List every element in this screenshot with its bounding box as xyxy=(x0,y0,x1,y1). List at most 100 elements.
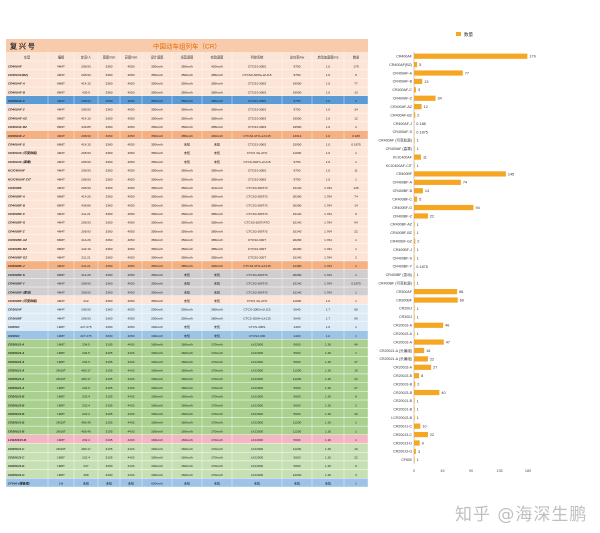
data-label: 0.188 xyxy=(416,122,426,126)
bar xyxy=(414,230,415,236)
table-cell: 208.93 xyxy=(81,290,91,294)
table-cell: 250km/h xyxy=(151,316,163,320)
table-cell: 350km/h xyxy=(151,64,163,68)
table-cell: 1 xyxy=(355,325,357,329)
table-cell-model: CR400BF-A xyxy=(8,195,26,199)
bar xyxy=(414,146,415,152)
table-cell: 160km/h xyxy=(151,455,163,459)
data-label: 69 xyxy=(460,298,464,302)
table-cell: LKJ2000 xyxy=(251,473,263,477)
table-cell: 4050 xyxy=(128,169,135,173)
table-cell: 160km/h xyxy=(151,412,163,416)
data-label: 3 xyxy=(418,450,420,454)
table-cell: 3360 xyxy=(106,290,113,294)
data-label: 13 xyxy=(424,80,428,84)
table-cell: 160km/h xyxy=(151,473,163,477)
category-label: CR200J1-A (长编组) xyxy=(379,348,412,353)
table-cell: 160km/h xyxy=(151,334,163,338)
table-cell-model: CR400BF xyxy=(8,186,22,190)
bar xyxy=(414,154,421,160)
bar xyxy=(414,364,432,370)
table-cell: 350km/h xyxy=(151,195,163,199)
table-cell: 3360 xyxy=(106,90,113,94)
table-cell: 350km/h xyxy=(151,125,163,129)
data-label: 1 xyxy=(417,408,419,412)
table-cell: 3360 xyxy=(106,308,113,312)
table-cell: 2M16T xyxy=(56,447,66,451)
table-cell: 1.7 xyxy=(326,308,331,312)
table-cell: 4050 xyxy=(128,99,135,103)
table-cell: 160km/h xyxy=(151,447,163,451)
table-cell: 414.15 xyxy=(81,143,91,147)
bar xyxy=(414,272,415,278)
data-label: 1 xyxy=(417,231,419,235)
table-cell: 385km/h xyxy=(211,203,223,207)
table-cell: 22 xyxy=(354,455,358,459)
table-cell: 232.4 xyxy=(82,403,90,407)
data-label: 1 xyxy=(417,248,419,252)
table-cell: CTCS-3083+LKJ15 xyxy=(244,308,271,312)
category-label: CR400BF-G xyxy=(392,206,412,210)
table-cell: 34 xyxy=(354,108,358,112)
data-label: 1 xyxy=(417,332,419,336)
table-cell: 3360 xyxy=(106,151,113,155)
table-cell: 250km/h xyxy=(181,308,193,312)
table-cell: CTCS3-300S xyxy=(248,116,266,120)
data-label: 1 xyxy=(417,139,419,143)
table-cell: 4M4T xyxy=(57,73,65,77)
bar xyxy=(414,221,415,227)
table-cell: 420km/h xyxy=(211,64,223,68)
table-cell: 211.21 xyxy=(81,256,91,260)
bar xyxy=(414,255,415,261)
category-label: CR300J xyxy=(399,315,412,319)
category-label: CR400AF-BZ xyxy=(390,113,412,117)
table-cell: 1.764 xyxy=(324,212,332,216)
table-cell: 4M4T xyxy=(57,99,65,103)
category-label: CR400BF-A xyxy=(393,181,413,185)
table-cell: 1 xyxy=(355,290,357,294)
bar xyxy=(414,457,415,463)
table-cell-model: CR300AF xyxy=(8,308,22,312)
table-cell: 1.0 xyxy=(326,64,331,68)
table-cell: 350km/h xyxy=(151,290,163,294)
table-cell: 160km/h xyxy=(151,395,163,399)
table-cell: 350km/h xyxy=(151,273,163,277)
data-label: 77 xyxy=(465,71,469,75)
table-cell: 4050 xyxy=(128,290,135,294)
table-cell: 1.764 xyxy=(324,256,332,260)
category-label: CR400BF-Y xyxy=(393,265,413,269)
table-cell: 1.26 xyxy=(325,360,331,364)
table-cell: 1 xyxy=(355,247,357,251)
table-cell: 3105 xyxy=(106,421,113,425)
table-cell: 4433 xyxy=(128,351,135,355)
table-cell: 414.15 xyxy=(81,116,91,120)
category-label: CR400BF-Z xyxy=(393,214,413,218)
table-cell: 350km/h xyxy=(181,116,193,120)
table-cell: 1M8T xyxy=(57,360,65,364)
table-cell: 4M4T xyxy=(57,64,65,68)
table-cell: 3360 xyxy=(106,134,113,138)
table-cell: 1 xyxy=(355,273,357,277)
table-cell: 160km/h xyxy=(181,377,193,381)
table-cell: 350km/h xyxy=(151,186,163,190)
table-cell: 1 xyxy=(355,421,357,425)
table-cell-model: CR400BF-C xyxy=(8,212,26,216)
table-cell: 20280 xyxy=(293,203,302,207)
table-cell: 未知 xyxy=(83,481,89,486)
table-cell: 4433 xyxy=(128,395,135,399)
table-cell: 1.26 xyxy=(325,351,331,355)
table-cell: 350km/h xyxy=(151,108,163,112)
table-cell: CTCS3-300S xyxy=(248,90,266,94)
table-cell: 8M8T xyxy=(57,273,65,277)
table-cell: 385km/h xyxy=(211,229,223,233)
table-cell: 4050 xyxy=(128,73,135,77)
train-spec-table: 复 兴 号 中国动车组列车（CR） 车型 编组 定员/人 宽度/mm 高度/mm 设计速度 运营… xyxy=(5,39,369,488)
table-cell: 160km/h xyxy=(181,464,193,468)
table-cell-model: CR400AF-J xyxy=(8,134,25,138)
table-cell: 160km/h xyxy=(181,473,193,477)
table-cell: 2 xyxy=(355,403,357,407)
table-cell-model: CR400BF-Y xyxy=(8,282,26,286)
table-cell: 5600 xyxy=(294,342,301,346)
data-label: 1 xyxy=(417,147,419,151)
table-cell: 3360 xyxy=(106,221,113,225)
